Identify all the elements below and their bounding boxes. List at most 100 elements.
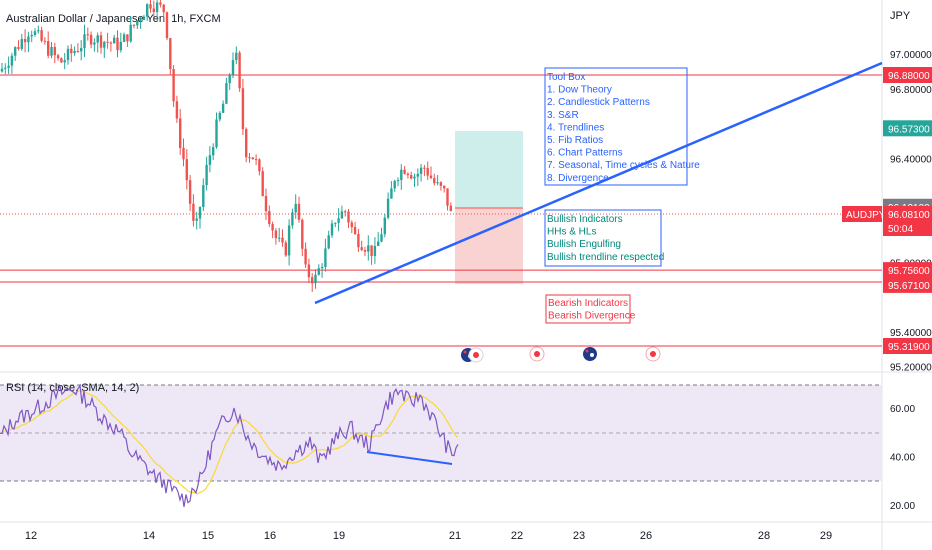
- candle-body: [47, 41, 50, 56]
- candle-body: [281, 237, 284, 243]
- bearish-item: Bearish Divergence: [548, 311, 636, 322]
- candle-body: [202, 185, 205, 208]
- candle-body: [136, 20, 139, 26]
- candle-body: [330, 223, 334, 236]
- toolbox-item: 1. Dow Theory: [547, 85, 612, 96]
- rsi-divergence-line[interactable]: [366, 451, 453, 465]
- flag-jp-icon[interactable]: [529, 346, 545, 362]
- candle-body: [225, 83, 228, 104]
- time-tick-label: 16: [264, 530, 276, 542]
- candle-body: [212, 147, 215, 156]
- flag-au-icon[interactable]: [583, 347, 597, 361]
- candle-body: [188, 180, 192, 204]
- candle-body: [258, 159, 261, 172]
- rsi-tick-label: 60.00: [890, 404, 915, 415]
- candle-body: [89, 34, 93, 45]
- candle-body: [113, 37, 116, 44]
- bullish-item: Bullish Engulfing: [547, 239, 621, 250]
- candle-body: [205, 164, 208, 186]
- chart-title: Australian Dollar / Japanese Yen, 1h, FX…: [6, 13, 221, 25]
- toolbox-item: 6. Chart Patterns: [547, 148, 623, 159]
- candle-body: [400, 169, 403, 181]
- time-axis[interactable]: 12 14 15 16 19 21 22 23 26 28 29: [25, 530, 832, 542]
- bullish-item: Bullish Indicators: [547, 214, 623, 225]
- candle-body: [317, 268, 320, 275]
- toolbox-item: Tool Box: [547, 72, 585, 83]
- symbol-badge: [842, 206, 882, 222]
- rsi-tick-label: 40.00: [890, 453, 915, 464]
- bearish-frame[interactable]: [545, 294, 631, 324]
- candle-body: [264, 196, 268, 212]
- candle-body: [73, 50, 76, 54]
- candle-body: [347, 211, 350, 223]
- candle-body: [175, 101, 179, 119]
- candle-body: [284, 242, 287, 256]
- candle-body: [139, 19, 142, 21]
- candle-body: [103, 41, 106, 48]
- candle-body: [261, 171, 264, 197]
- candle-body: [228, 74, 231, 84]
- candle-body: [86, 34, 89, 36]
- candle-body: [7, 65, 10, 68]
- time-tick-label: 15: [202, 530, 214, 542]
- time-tick-label: 23: [573, 530, 585, 542]
- rsi-line: [0, 383, 459, 507]
- candle-body: [396, 180, 400, 182]
- toolbox-frame[interactable]: [544, 67, 688, 186]
- candle-body: [119, 41, 122, 51]
- candle-body: [80, 48, 83, 52]
- candle-body: [314, 274, 317, 284]
- candle-body: [334, 222, 337, 224]
- candle-body: [353, 227, 357, 235]
- rsi-axis[interactable]: 60.00 40.00 20.00: [890, 404, 915, 512]
- stop-badge: [883, 276, 932, 293]
- candle-body: [40, 30, 43, 41]
- ascending-trendline[interactable]: [314, 61, 883, 305]
- candle-body: [403, 169, 406, 174]
- price-tick-label: 95.20000: [890, 363, 932, 374]
- flag-jp-icon[interactable]: [645, 346, 661, 362]
- candle-body: [301, 219, 304, 249]
- target-badge-label: 96.57300: [888, 124, 930, 135]
- candle-body: [152, 8, 155, 12]
- candle-body: [122, 34, 126, 42]
- horizontal-levels[interactable]: [0, 74, 882, 347]
- candle-body: [33, 31, 37, 35]
- bullish-item: HHs & HLs: [547, 227, 596, 238]
- candle-body: [17, 47, 20, 49]
- candle-body: [327, 235, 330, 249]
- candle-body: [0, 68, 4, 72]
- current-price-label: 96.08100: [888, 210, 930, 221]
- symbol-badge-label: AUDJPY: [846, 210, 886, 221]
- candle-body: [60, 58, 63, 63]
- target-zone[interactable]: [455, 131, 523, 208]
- candle-body: [386, 198, 390, 218]
- candle-body: [324, 248, 327, 267]
- time-tick-label: 26: [640, 530, 652, 542]
- level-badge-label: 95.31900: [888, 342, 930, 353]
- candle-body: [159, 2, 162, 5]
- flag-jp-icon[interactable]: [468, 347, 484, 363]
- candle-body: [245, 129, 248, 158]
- candle-body: [218, 112, 221, 120]
- candle-body: [83, 34, 86, 49]
- candle-body: [56, 55, 60, 59]
- candle-body: [4, 67, 7, 69]
- target-badge: [883, 120, 932, 137]
- level-badge: [883, 338, 932, 354]
- candle-body: [10, 55, 14, 66]
- candle-body: [360, 247, 363, 251]
- bullish-frame[interactable]: [544, 209, 662, 267]
- candle-body: [241, 88, 245, 130]
- candle-body: [169, 38, 172, 70]
- candle-body: [27, 36, 30, 43]
- candle-body: [429, 175, 433, 179]
- candle-body: [271, 224, 274, 231]
- candle-body: [129, 24, 132, 42]
- toolbox-item: 2. Candlestick Patterns: [547, 97, 650, 108]
- price-axis[interactable]: 97.0000096.8000096.4000095.8000095.40000…: [842, 50, 932, 374]
- candle-body: [436, 182, 439, 184]
- candle-body: [268, 211, 271, 225]
